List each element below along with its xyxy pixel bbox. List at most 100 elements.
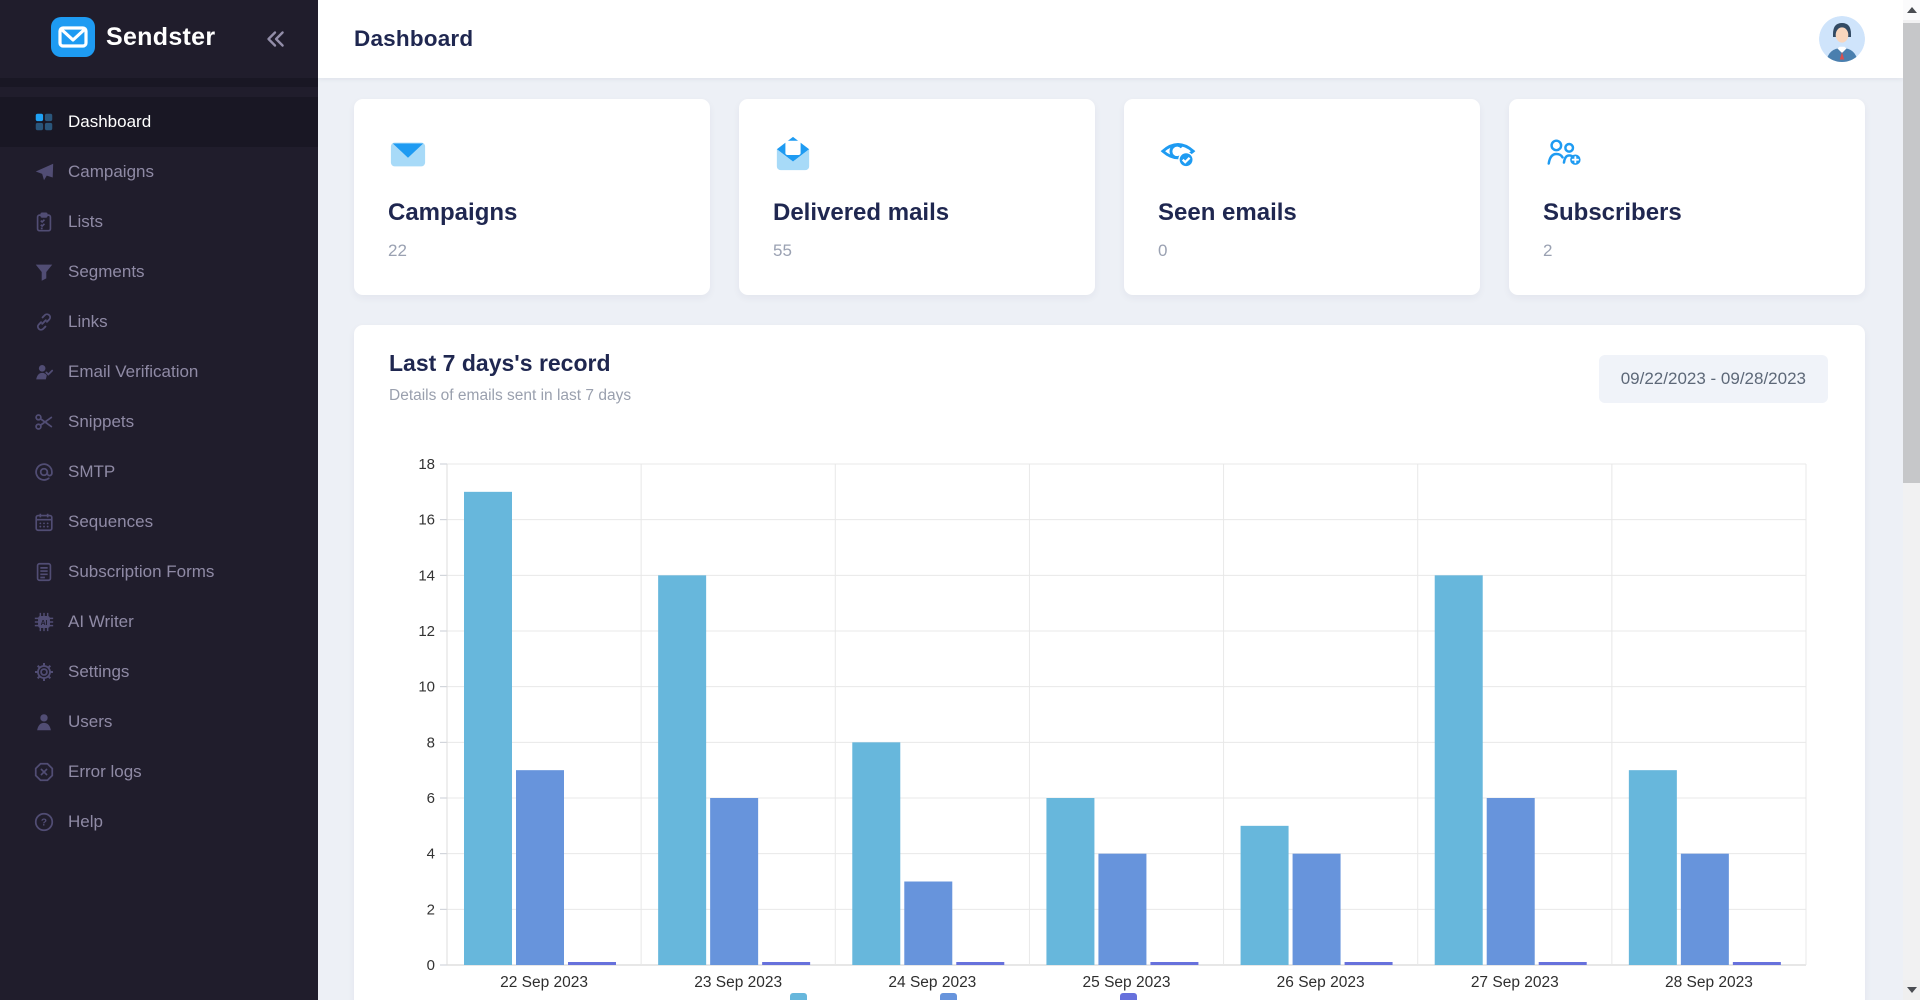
page-title: Dashboard xyxy=(354,26,474,51)
stat-card-label: Campaigns xyxy=(388,199,518,226)
bar-series1-27-Sep-2023 xyxy=(1434,575,1483,965)
sidebar-item-label: Lists xyxy=(68,212,103,231)
y-tick-label: 10 xyxy=(418,679,435,696)
sidebar-item-label: AI Writer xyxy=(68,612,134,631)
legend-marker-series3[interactable] xyxy=(1120,993,1137,1000)
stat-card-delivered-mails: Delivered mails 55 xyxy=(739,99,1095,295)
clipboard-icon xyxy=(33,211,55,233)
sidebar-item-label: Email Verification xyxy=(68,362,199,381)
x-tick-label: 26 Sep 2023 xyxy=(1277,974,1365,991)
bar-series3-26-Sep-2023 xyxy=(1344,962,1393,965)
bar-series1-26-Sep-2023 xyxy=(1240,825,1289,965)
scrollbar-up-button[interactable] xyxy=(1903,0,1920,20)
sidebar-item-label: Error logs xyxy=(68,762,142,781)
sidebar-item-links[interactable]: Links xyxy=(0,297,318,347)
bar-series2-25-Sep-2023 xyxy=(1098,853,1147,965)
vertical-scrollbar xyxy=(1903,0,1920,1000)
bar-series3-23-Sep-2023 xyxy=(762,962,811,965)
bar-series3-28-Sep-2023 xyxy=(1732,962,1781,965)
bar-series2-26-Sep-2023 xyxy=(1292,853,1341,965)
sidebar-item-label: Subscription Forms xyxy=(68,562,215,581)
menu-gap xyxy=(0,87,318,97)
y-tick-label: 6 xyxy=(427,790,435,807)
sidebar-item-label: Settings xyxy=(68,662,130,681)
x-tick-label: 23 Sep 2023 xyxy=(694,974,782,991)
chart-title: Last 7 days's record xyxy=(389,350,611,376)
sidebar-item-campaigns[interactable]: Campaigns xyxy=(0,147,318,197)
y-tick-label: 18 xyxy=(418,456,435,473)
svg-text:AI: AI xyxy=(41,620,48,627)
error-octagon-icon xyxy=(33,761,55,783)
y-tick-label: 2 xyxy=(427,901,435,918)
x-tick-label: 22 Sep 2023 xyxy=(500,974,588,991)
bar-series2-24-Sep-2023 xyxy=(904,881,953,965)
main-content: Campaigns 22 Delivered mails 55 Seen emails 0… xyxy=(318,78,1903,1000)
date-range-picker[interactable]: 09/22/2023 - 09/28/2023 xyxy=(1598,355,1828,403)
avatar-person-icon xyxy=(1819,16,1865,62)
sidebar-item-label: Links xyxy=(68,312,108,331)
y-tick-label: 12 xyxy=(418,623,435,640)
x-tick-label: 25 Sep 2023 xyxy=(1083,974,1171,991)
chart-subtitle: Details of emails sent in last 7 days xyxy=(389,387,632,404)
gear-icon xyxy=(33,661,55,683)
y-tick-label: 16 xyxy=(418,512,435,529)
bar-series1-25-Sep-2023 xyxy=(1046,798,1095,965)
stat-card-value: 2 xyxy=(1543,241,1553,260)
chevrons-left-icon xyxy=(267,31,284,47)
stat-card-label: Delivered mails xyxy=(773,199,950,226)
sidebar-item-lists[interactable]: Lists xyxy=(0,197,318,247)
sidebar: Sendster Dashboard Campaigns Lists Segments… xyxy=(0,0,318,1000)
help-circle-icon: ? xyxy=(33,811,55,833)
sidebar-item-ai-writer[interactable]: AI AI Writer xyxy=(0,597,318,647)
sidebar-item-subscription-forms[interactable]: Subscription Forms xyxy=(0,547,318,597)
stat-card-campaigns: Campaigns 22 xyxy=(354,99,710,295)
stat-card-label: Subscribers xyxy=(1543,199,1682,226)
sidebar-item-settings[interactable]: Settings xyxy=(0,647,318,697)
at-sign-icon xyxy=(33,461,55,483)
sidebar-item-smtp[interactable]: SMTP xyxy=(0,447,318,497)
bar-series1-28-Sep-2023 xyxy=(1628,770,1677,965)
grid-icon xyxy=(33,111,55,133)
y-tick-label: 8 xyxy=(427,734,435,751)
y-tick-label: 0 xyxy=(427,957,435,974)
legend-marker-series1[interactable] xyxy=(790,993,807,1000)
user-avatar[interactable] xyxy=(1819,16,1865,62)
sidebar-item-dashboard[interactable]: Dashboard xyxy=(0,97,318,147)
sidebar-collapse-button[interactable] xyxy=(260,24,290,54)
top-header: Dashboard xyxy=(318,0,1903,78)
bar-series1-22-Sep-2023 xyxy=(464,491,512,965)
legend-marker-series2[interactable] xyxy=(940,993,957,1000)
scrollbar-thumb[interactable] xyxy=(1903,23,1920,483)
sidebar-item-label: Users xyxy=(68,712,113,731)
logo-row: Sendster xyxy=(0,0,318,78)
sidebar-item-label: Campaigns xyxy=(68,162,154,181)
sidebar-item-snippets[interactable]: Snippets xyxy=(0,397,318,447)
funnel-icon xyxy=(33,261,55,283)
x-tick-label: 27 Sep 2023 xyxy=(1471,974,1559,991)
sidebar-item-error-logs[interactable]: Error logs xyxy=(0,747,318,797)
sidebar-item-label: Help xyxy=(68,812,103,831)
stat-card-subscribers: Subscribers 2 xyxy=(1509,99,1865,295)
bar-series3-24-Sep-2023 xyxy=(956,962,1005,965)
sidebar-item-users[interactable]: Users xyxy=(0,697,318,747)
ai-chip-icon: AI xyxy=(33,611,55,633)
open-envelope-icon xyxy=(773,135,813,173)
bar-series3-22-Sep-2023 xyxy=(568,962,616,965)
sidebar-item-segments[interactable]: Segments xyxy=(0,247,318,297)
sidebar-item-label: Snippets xyxy=(68,412,135,431)
logo-text: Sendster xyxy=(106,23,216,51)
sidebar-item-sequences[interactable]: Sequences xyxy=(0,497,318,547)
scrollbar-down-button[interactable] xyxy=(1903,980,1920,1000)
y-tick-label: 4 xyxy=(427,846,435,863)
envelope-icon xyxy=(388,135,428,173)
sendster-logo-icon xyxy=(50,16,96,58)
stat-card-label: Seen emails xyxy=(1158,199,1297,226)
link-icon xyxy=(33,311,55,333)
stat-card-seen-emails: Seen emails 0 xyxy=(1124,99,1480,295)
user-check-icon xyxy=(33,361,55,383)
paper-plane-icon xyxy=(33,161,55,183)
sidebar-item-help[interactable]: ? Help xyxy=(0,797,318,847)
sidebar-menu: Dashboard Campaigns Lists Segments Links Emai… xyxy=(0,97,318,847)
sidebar-item-label: Dashboard xyxy=(68,112,152,131)
sidebar-item-email-verification[interactable]: Email Verification xyxy=(0,347,318,397)
